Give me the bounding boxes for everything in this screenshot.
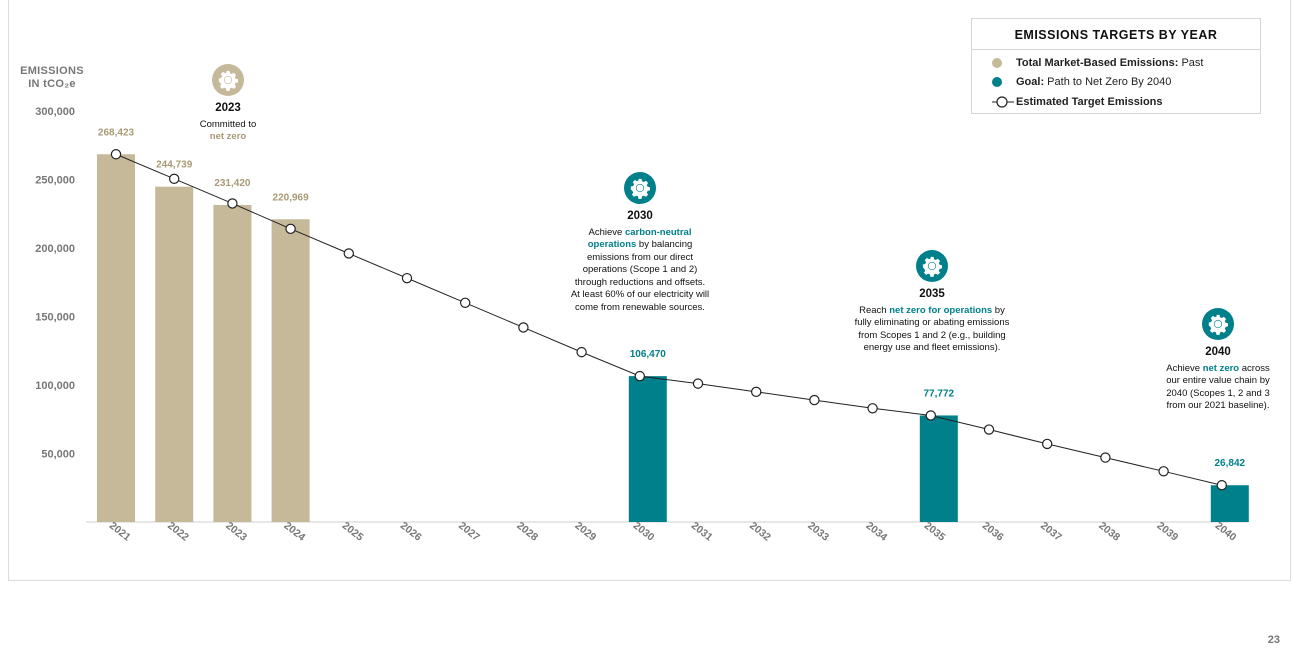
x-tick-label: 2027 (456, 520, 482, 544)
x-tick-label: 2040 (1213, 520, 1239, 544)
x-tick-label: 2023 (223, 520, 249, 544)
x-tick-label: 2029 (573, 520, 599, 544)
line-point-2038 (1100, 452, 1111, 463)
estimated-target-line (115, 153, 1222, 486)
line-point-2031 (692, 378, 704, 389)
legend: EMISSIONS TARGETS BY YEAR Total Market-B… (971, 18, 1261, 114)
goal-dot-icon (992, 77, 1002, 88)
milestone-2040: 2040 Achieve net zero across our entire … (1164, 308, 1272, 413)
milestone-2035: 2035 Reach net zero for operations by fu… (852, 250, 1012, 355)
line-point-2036 (983, 424, 995, 435)
y-tick-label: 50,000 (41, 449, 75, 461)
bar-2023 (213, 204, 252, 523)
x-tick-label: 2022 (165, 520, 191, 544)
emissions-chart: 50,000 100,000 150,000 200,000 250,000 300,00… (35, 106, 1249, 544)
line-point-2022 (168, 173, 180, 185)
gear-icon (1202, 308, 1234, 340)
line-point-2034 (867, 403, 878, 414)
line-point-2039 (1158, 466, 1169, 477)
chart-frame (8, 0, 1291, 581)
bar-2021 (97, 154, 135, 522)
x-tick-label: 2030 (631, 520, 657, 544)
gear-icon (212, 64, 244, 96)
x-tick-label: 2035 (922, 520, 948, 544)
gear-icon (916, 250, 948, 282)
y-tick-label: 300,000 (35, 106, 75, 118)
bar-value-label: 26,842 (1215, 458, 1246, 469)
line-point-2040 (1216, 480, 1228, 491)
bar-2030 (628, 376, 667, 522)
x-tick-label: 2032 (747, 520, 773, 544)
line-point-2025 (343, 248, 354, 259)
line-point-2032 (751, 386, 762, 398)
x-tick-label: 2037 (1038, 520, 1064, 544)
x-tick-label: 2028 (514, 520, 540, 544)
line-point-2037 (1041, 438, 1053, 450)
legend-item-goal: Goal: Path to Net Zero By 2040 (972, 73, 1260, 93)
y-axis-label: EMISSIONS IN tCO₂e (20, 65, 84, 90)
y-tick-label: 100,000 (35, 380, 75, 392)
y-tick-label: 250,000 (35, 175, 75, 187)
line-point-2028 (518, 322, 529, 333)
line-point-2026 (401, 272, 413, 284)
bar-2035 (919, 415, 958, 522)
line-circle-icon (992, 96, 1014, 108)
milestone-2023: 2023 Committed to net zero (181, 64, 275, 144)
x-tick-label: 2031 (689, 520, 715, 544)
bar-value-label: 220,969 (273, 192, 310, 203)
x-tick-label: 2033 (805, 520, 831, 544)
line-point-2027 (460, 297, 471, 308)
legend-item-estimated: Estimated Target Emissions (972, 92, 1260, 112)
line-point-2024 (285, 223, 296, 235)
past-dot-icon (992, 57, 1002, 68)
bar-value-label: 231,420 (214, 178, 251, 189)
page-number: 23 (1267, 634, 1280, 646)
line-point-2029 (576, 346, 587, 358)
x-tick-label: 2024 (282, 520, 308, 544)
legend-item-past: Total Market-Based Emissions: Past (972, 53, 1260, 73)
milestone-2030: 2030 Achieve carbon-neutral operations b… (570, 172, 710, 314)
x-tick-label: 2039 (1155, 520, 1181, 544)
line-point-2035 (925, 410, 937, 421)
x-tick-label: 2021 (107, 520, 133, 544)
line-point-2033 (809, 394, 820, 406)
line-point-2021 (110, 149, 122, 160)
bar-2040 (1210, 485, 1249, 522)
line-point-2023 (227, 198, 238, 209)
legend-title: EMISSIONS TARGETS BY YEAR (972, 19, 1260, 50)
bar-value-label: 106,470 (630, 349, 667, 360)
y-tick-label: 150,000 (35, 312, 75, 324)
x-tick-label: 2034 (864, 520, 890, 544)
y-tick-label: 200,000 (35, 243, 75, 255)
x-tick-label: 2038 (1096, 520, 1122, 544)
x-tick-label: 2025 (340, 520, 366, 544)
line-point-2030 (634, 370, 646, 382)
gear-icon (624, 172, 656, 204)
bar-value-label: 244,739 (156, 160, 193, 171)
x-tick-label: 2026 (398, 520, 424, 544)
x-tick-label: 2036 (980, 520, 1006, 544)
bar-value-label: 77,772 (924, 388, 955, 399)
bar-value-label: 268,423 (98, 127, 135, 138)
bar-2022 (155, 186, 194, 522)
bar-2024 (271, 219, 310, 523)
